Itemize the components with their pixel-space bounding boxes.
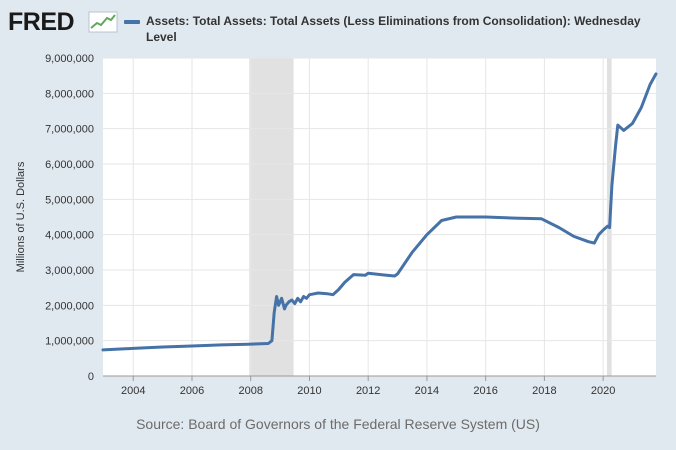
y-axis-label: Millions of U.S. Dollars <box>15 161 27 272</box>
line-chart-icon <box>88 11 118 33</box>
legend-swatch <box>124 20 140 24</box>
y-tick-label: 0 <box>88 371 94 383</box>
y-tick-label: 3,000,000 <box>45 265 94 277</box>
plot-area <box>103 58 656 376</box>
y-tick-label: 1,000,000 <box>45 336 94 348</box>
y-tick-label: 5,000,000 <box>45 194 94 206</box>
x-tick-label: 2018 <box>532 385 556 397</box>
y-tick-label: 9,000,000 <box>45 53 94 65</box>
x-tick-label: 2016 <box>473 385 497 397</box>
series-line-0[interactable] <box>101 72 658 352</box>
grid-lines <box>103 57 656 376</box>
y-tick-label: 6,000,000 <box>45 159 94 171</box>
x-tick-label: 2010 <box>297 385 321 397</box>
legend-series-name[interactable]: Assets: Total Assets: Total Assets (Less… <box>146 14 641 44</box>
recession-band-0 <box>249 58 294 376</box>
y-tick-label: 4,000,000 <box>45 230 94 242</box>
x-tick-label: 2012 <box>356 385 380 397</box>
source-note: Source: Board of Governors of the Federa… <box>136 416 540 432</box>
y-tick-label: 7,000,000 <box>45 124 94 136</box>
x-tick-label: 2014 <box>415 385 439 397</box>
x-tick-label: 2020 <box>591 385 615 397</box>
series-layer <box>101 72 658 352</box>
x-tick-label: 2006 <box>180 385 204 397</box>
x-tick-label: 2008 <box>238 385 262 397</box>
axes: 0 1,000,000 2,000,000 3,000,000 4,000,000 5,0… <box>45 53 656 397</box>
chart-header: FRED Assets: Total Assets: Total Assets … <box>8 8 668 48</box>
y-tick-label: 2,000,000 <box>45 300 94 312</box>
y-tick-label: 8,000,000 <box>45 88 94 100</box>
x-tick-label: 2004 <box>121 385 145 397</box>
fred-logo[interactable]: FRED <box>8 8 75 36</box>
